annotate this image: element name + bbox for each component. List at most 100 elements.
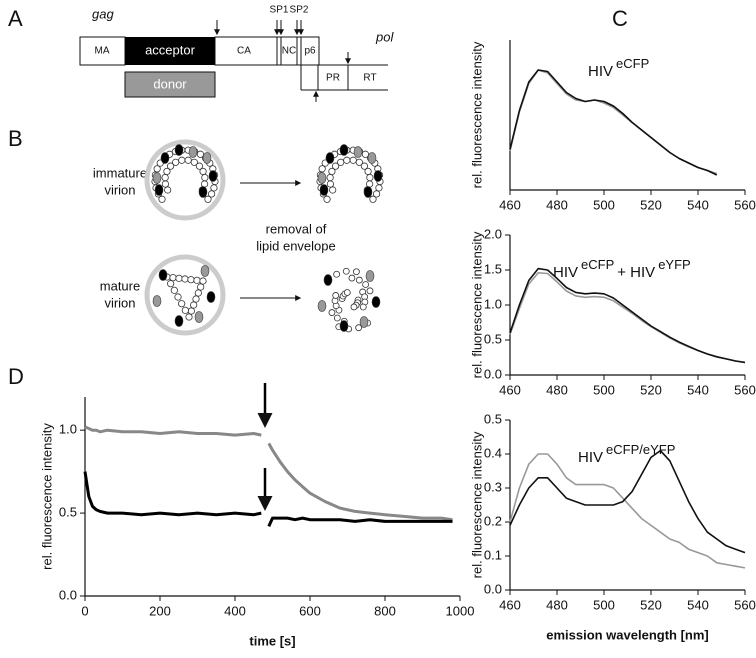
x-tick-label: 0 (81, 603, 88, 618)
fluorophore (208, 170, 218, 182)
fluorophore (158, 269, 168, 281)
process-label: removal of (266, 221, 327, 236)
segment (79, 36, 126, 66)
virion-scheme: immature virion mature virion removal of… (93, 139, 384, 336)
fluorophore (198, 186, 208, 198)
y-axis-label: rel. fluorescence intensity (469, 231, 484, 378)
protein (369, 195, 377, 203)
data-line (83, 471, 453, 528)
protein (342, 267, 350, 275)
segment-label: RT (363, 73, 376, 84)
protein (170, 286, 178, 294)
data-line (509, 453, 746, 569)
protein (166, 162, 175, 170)
fluorophore (323, 274, 333, 286)
protein (352, 268, 360, 276)
segment-label: CA (237, 46, 251, 57)
annotation: HIV eCFP + HIV eYFP (553, 257, 691, 281)
fluorophore (174, 315, 184, 327)
fluorophore (188, 146, 198, 158)
protein (362, 281, 370, 288)
panel-label: B (8, 126, 23, 151)
protein (333, 270, 341, 278)
protein (175, 274, 183, 282)
fluorophore (206, 291, 216, 303)
segment-label: acceptor (145, 42, 196, 57)
protein (337, 158, 345, 166)
protein (328, 167, 336, 176)
donor-box (124, 71, 216, 98)
fluorophore (152, 172, 162, 184)
protein (318, 165, 326, 173)
protein (329, 186, 337, 194)
site-label: SP1 (270, 5, 289, 16)
protein (361, 150, 370, 158)
y-tick-label: 0.0 (59, 587, 77, 602)
data-line (509, 69, 718, 175)
x-axis-label: emission wavelength [nm] (546, 627, 709, 642)
x-tick-label: 500 (593, 382, 615, 397)
gag-label: gag (92, 6, 114, 21)
y-axis-label: rel. fluorescence intensity (469, 41, 484, 188)
x-tick-label: 460 (499, 382, 521, 397)
protein (332, 292, 340, 299)
protein (326, 173, 334, 182)
x-tick-label: 520 (640, 382, 662, 397)
annotation: HIV eCFP (588, 56, 649, 80)
x-tick-label: 400 (224, 603, 246, 618)
envelope (144, 254, 226, 336)
fluorophore (319, 184, 329, 196)
x-tick-label: 460 (499, 597, 521, 612)
protein (207, 190, 216, 198)
protein (172, 158, 180, 166)
y-tick-label: 0.1 (484, 547, 502, 562)
fluorophore (152, 295, 162, 307)
x-tick-label: 540 (687, 197, 709, 212)
protein (185, 313, 193, 321)
x-tick-label: 500 (593, 597, 615, 612)
protein (174, 293, 182, 301)
fluorophore (371, 296, 381, 308)
protein (192, 295, 200, 303)
protein (328, 309, 336, 316)
fluorophore (365, 270, 375, 282)
x-axis-label: time [s] (249, 633, 295, 648)
segment-label: p6 (304, 46, 316, 57)
segment (296, 36, 302, 66)
protein (348, 274, 356, 282)
site-label: SP2 (290, 5, 309, 16)
annotation-part: + HIV (617, 264, 655, 281)
x-tick-label: 600 (299, 603, 321, 618)
x-tick-label: 500 (593, 197, 615, 212)
data-line (509, 267, 746, 364)
annotation-part: HIV (578, 449, 603, 466)
pol-label: pol (375, 29, 394, 44)
y-axis-label: rel. fluorescence intensity (469, 431, 484, 578)
protein (365, 180, 374, 188)
protein (200, 180, 209, 188)
protein (184, 156, 192, 164)
protein (350, 303, 358, 311)
annotation-part: eCFP (581, 257, 614, 272)
protein (323, 195, 331, 203)
segment-label: NC (282, 46, 296, 57)
protein (210, 184, 218, 192)
y-tick-label: 1.5 (484, 261, 502, 276)
data-line (509, 449, 746, 554)
protein (163, 167, 171, 176)
segment (317, 64, 349, 91)
x-tick-label: 560 (734, 597, 756, 612)
segment (276, 36, 282, 66)
protein (178, 156, 186, 164)
protein (153, 165, 161, 173)
gene-map: gag MA acceptor CA NC p6 PR RT pol donor… (79, 5, 394, 102)
annotation-part: HIV (588, 63, 613, 80)
panel-label: C (612, 6, 628, 31)
protein (164, 186, 172, 194)
x-tick-label: 1000 (446, 603, 475, 618)
protein (190, 158, 198, 166)
protein (187, 307, 195, 315)
segment (214, 36, 278, 66)
protein (359, 303, 367, 311)
virion-label: virion (104, 182, 135, 197)
